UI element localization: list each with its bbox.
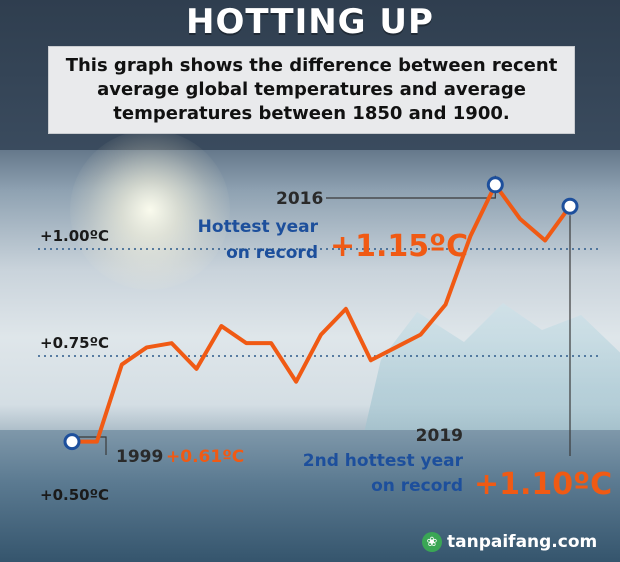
y-tick-label-1: +0.75ºC xyxy=(40,334,109,352)
y-tick-labels: +1.00ºC +0.75ºC +0.50ºC xyxy=(40,227,109,504)
marker-2016 xyxy=(486,176,504,194)
temperature-line xyxy=(70,182,572,444)
leader-2016 xyxy=(326,175,496,199)
marker-1999 xyxy=(63,433,81,451)
watermark: ❀ tanpaifang.com xyxy=(422,530,597,554)
sea-background xyxy=(0,430,620,562)
grid-lines xyxy=(38,248,600,357)
annotation-2019-line2: on record xyxy=(371,476,463,496)
annotation-2016-line1: Hottest year xyxy=(198,217,319,237)
annotation-2016-year: 2016 xyxy=(276,189,323,209)
headline: HOTTING UP xyxy=(186,2,434,42)
highlight-markers xyxy=(63,176,579,451)
annotation-2019-value: +1.10ºC xyxy=(474,467,612,502)
annotation-leaders xyxy=(71,175,571,456)
leaf-logo-icon: ❀ xyxy=(422,532,442,552)
annotation-2016-value: +1.15ºC xyxy=(330,229,468,264)
y-tick-label-0: +1.00ºC xyxy=(40,227,109,245)
annotation-2019-year: 2019 xyxy=(416,426,463,446)
subtitle-text: This graph shows the difference between … xyxy=(65,55,558,124)
annotation-1999-value: +0.61ºC xyxy=(166,447,244,467)
sun-glow xyxy=(70,130,230,290)
subtitle-box: This graph shows the difference between … xyxy=(48,46,575,134)
annotation-1999-year: 1999 xyxy=(116,447,163,467)
annotation-2016-line2: on record xyxy=(226,243,318,263)
marker-2019 xyxy=(561,197,579,215)
y-tick-label-2: +0.50ºC xyxy=(40,486,109,504)
watermark-text: tanpaifang.com xyxy=(447,532,598,552)
annotation-2019-line1: 2nd hottest year xyxy=(303,451,464,471)
